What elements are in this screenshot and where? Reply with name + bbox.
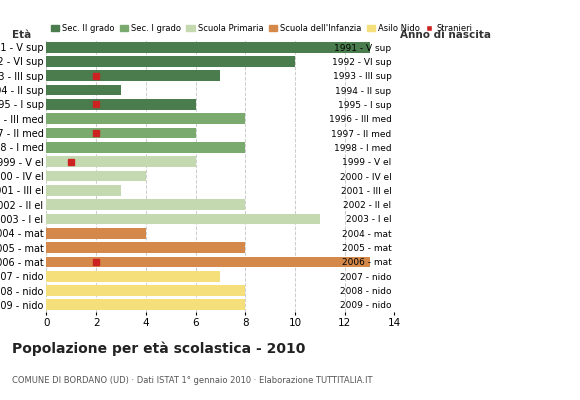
Bar	[46, 42, 369, 52]
Bar	[46, 228, 146, 239]
Text: Anno di nascita: Anno di nascita	[400, 30, 491, 40]
Bar	[46, 285, 245, 296]
Bar	[46, 156, 195, 167]
Text: Età: Età	[12, 30, 31, 40]
Bar	[46, 242, 245, 253]
Bar	[46, 142, 245, 153]
Bar	[46, 56, 295, 67]
Bar	[46, 70, 220, 81]
Bar	[46, 171, 146, 181]
Bar	[46, 185, 121, 196]
Bar	[46, 99, 195, 110]
Text: COMUNE DI BORDANO (UD) · Dati ISTAT 1° gennaio 2010 · Elaborazione TUTTITALIA.IT: COMUNE DI BORDANO (UD) · Dati ISTAT 1° g…	[12, 376, 372, 385]
Bar	[46, 199, 245, 210]
Legend: Sec. II grado, Sec. I grado, Scuola Primaria, Scuola dell'Infanzia, Asilo Nido, : Sec. II grado, Sec. I grado, Scuola Prim…	[50, 24, 473, 33]
Bar	[46, 85, 121, 96]
Bar	[46, 256, 369, 267]
Bar	[46, 113, 245, 124]
Bar	[46, 128, 195, 138]
Bar	[46, 300, 245, 310]
Bar	[46, 271, 220, 282]
Text: Popolazione per età scolastica - 2010: Popolazione per età scolastica - 2010	[12, 342, 305, 356]
Bar	[46, 214, 320, 224]
